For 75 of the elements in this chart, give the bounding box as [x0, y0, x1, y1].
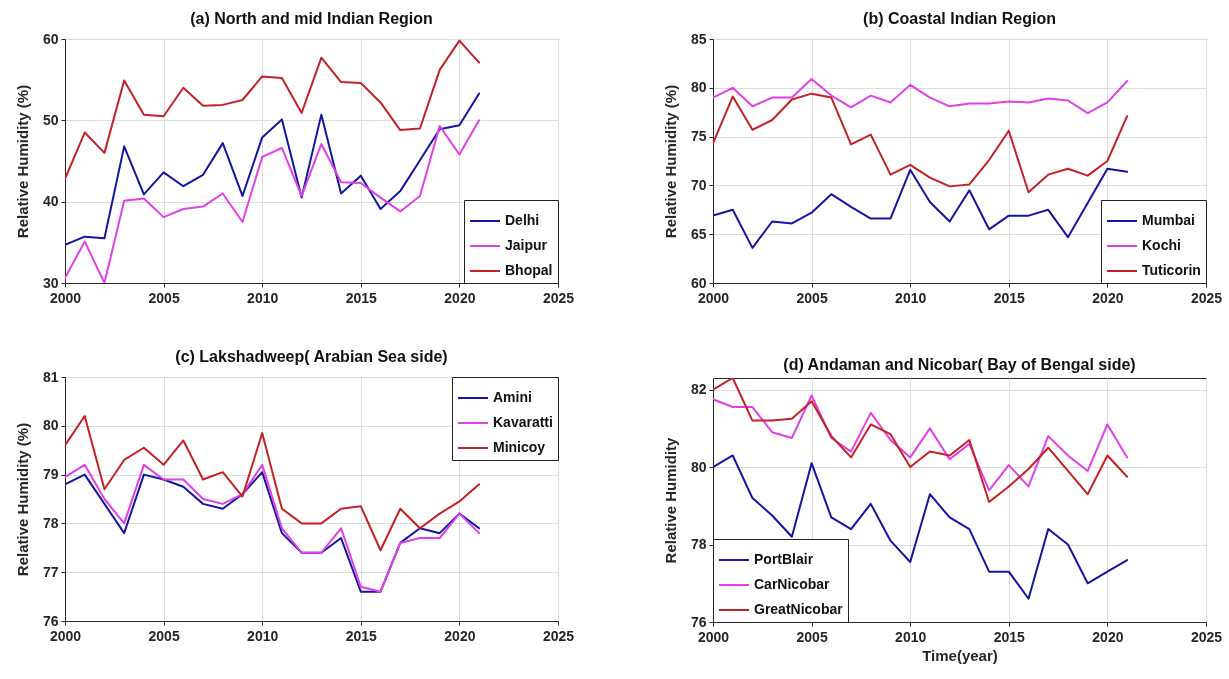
legend-label: Jaipur: [505, 237, 548, 253]
x-axis-title: Time(year): [922, 646, 998, 664]
y-tick-label: 65: [690, 225, 707, 242]
chart-title: (d) Andaman and Nicobar( Bay of Bengal side): [783, 356, 1136, 373]
chart-title: (c) Lakshadweep( Arabian Sea side): [175, 348, 448, 365]
y-axis-title: Relative Humidity (%): [661, 84, 679, 239]
x-tick-label: 2005: [148, 627, 180, 644]
y-tick-label: 80: [690, 79, 707, 96]
x-tick-label: 2000: [697, 628, 730, 645]
chart-title: (a) North and mid Indian Region: [190, 10, 433, 27]
line-series: [65, 39, 481, 180]
x-tick-label: 2015: [345, 627, 378, 644]
legend-label: Tuticorin: [1142, 262, 1201, 278]
x-tick-label: 2020: [444, 289, 476, 306]
line-series: [713, 92, 1129, 194]
y-tick-label: 76: [690, 613, 707, 630]
y-tick-label: 82: [690, 381, 707, 398]
legend-label: Delhi: [505, 212, 540, 228]
x-tick-label: 2025: [542, 289, 575, 306]
y-tick-label: 81: [42, 368, 59, 385]
line-series: [713, 394, 1129, 492]
y-tick-label: 60: [42, 30, 59, 47]
x-tick-label: 2005: [796, 289, 828, 306]
x-tick-label: 2025: [1190, 289, 1223, 306]
line-series: [713, 167, 1129, 249]
chart-title: (b) Coastal Indian Region: [863, 10, 1056, 27]
legend-label: Bhopal: [505, 262, 553, 278]
x-tick-label: 2010: [247, 289, 279, 306]
y-tick-label: 50: [42, 111, 59, 128]
y-axis-title: Relative Humidity: [661, 436, 679, 564]
x-tick-label: 2005: [796, 628, 828, 645]
y-tick-label: 70: [690, 176, 707, 193]
line-series: [65, 119, 481, 283]
y-tick-label: 76: [42, 612, 59, 629]
legend-label: Mumbai: [1142, 212, 1195, 228]
line-series: [713, 78, 1129, 115]
legend-label: Kavaratti: [493, 414, 553, 430]
legend-label: PortBlair: [754, 551, 814, 567]
x-tick-label: 2025: [1190, 628, 1223, 645]
y-tick-label: 40: [42, 193, 59, 210]
y-axis-title: Relative Humidity (%): [13, 84, 31, 239]
legend-label: Kochi: [1142, 237, 1181, 253]
x-tick-label: 2020: [1092, 628, 1124, 645]
y-tick-label: 77: [42, 563, 59, 580]
y-tick-label: 80: [42, 417, 59, 434]
y-tick-label: 78: [690, 536, 707, 553]
y-tick-label: 85: [690, 30, 707, 47]
legend-label: Minicoy: [493, 439, 546, 455]
y-tick-label: 30: [42, 274, 59, 291]
x-tick-label: 2000: [49, 627, 82, 644]
x-tick-label: 2020: [1092, 289, 1124, 306]
x-tick-label: 2000: [697, 289, 730, 306]
y-axis-title: Relative Humidity (%): [13, 422, 31, 577]
x-tick-label: 2010: [895, 289, 927, 306]
x-tick-label: 2025: [542, 627, 575, 644]
y-tick-label: 79: [42, 466, 59, 483]
line-series: [65, 415, 481, 552]
x-tick-label: 2010: [247, 627, 279, 644]
x-tick-label: 2010: [895, 628, 927, 645]
x-tick-label: 2005: [148, 289, 180, 306]
x-tick-label: 2020: [444, 627, 476, 644]
x-tick-label: 2000: [49, 289, 82, 306]
y-tick-label: 80: [690, 458, 707, 475]
line-series: [65, 92, 481, 246]
legend-label: Amini: [493, 389, 532, 405]
line-series: [713, 454, 1129, 600]
y-tick-label: 75: [690, 128, 707, 145]
line-series: [713, 378, 1129, 503]
y-tick-label: 60: [690, 274, 707, 291]
legend-label: CarNicobar: [754, 576, 831, 592]
x-tick-label: 2015: [345, 289, 378, 306]
legend-label: GreatNicobar: [754, 601, 844, 617]
y-tick-label: 78: [42, 514, 59, 531]
x-tick-label: 2015: [993, 628, 1026, 645]
x-tick-label: 2015: [993, 289, 1026, 306]
